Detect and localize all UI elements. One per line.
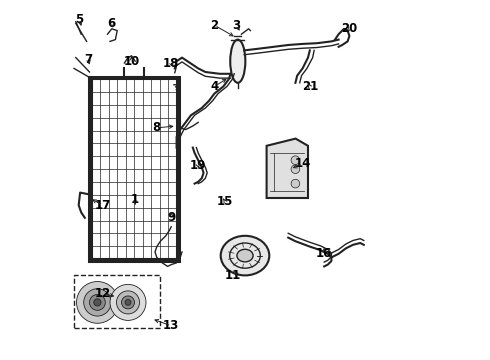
Text: 4: 4 (210, 80, 219, 93)
Text: 6: 6 (108, 17, 116, 30)
Circle shape (117, 291, 140, 314)
Polygon shape (267, 139, 308, 198)
Text: 13: 13 (163, 319, 179, 332)
Circle shape (94, 299, 101, 306)
Circle shape (291, 179, 300, 188)
Text: 17: 17 (95, 199, 111, 212)
Text: 15: 15 (217, 195, 233, 208)
Text: 7: 7 (84, 53, 93, 66)
Ellipse shape (230, 40, 245, 83)
Circle shape (110, 284, 146, 320)
Text: 9: 9 (167, 211, 175, 224)
Bar (92, 79, 176, 259)
Text: 12: 12 (95, 287, 111, 300)
Text: 2: 2 (210, 19, 219, 32)
Text: 18: 18 (163, 57, 179, 69)
Text: 20: 20 (341, 22, 358, 35)
Circle shape (291, 165, 300, 174)
Circle shape (122, 296, 134, 309)
Circle shape (291, 156, 300, 165)
Text: 21: 21 (302, 80, 318, 93)
Text: 19: 19 (190, 159, 206, 172)
Circle shape (76, 282, 118, 323)
Text: 11: 11 (224, 269, 241, 282)
Text: 3: 3 (232, 19, 240, 32)
Text: 16: 16 (316, 247, 332, 260)
Text: 5: 5 (75, 13, 83, 26)
Bar (74, 275, 160, 328)
Text: 14: 14 (294, 157, 311, 170)
Circle shape (84, 289, 111, 316)
Ellipse shape (237, 249, 253, 262)
Text: 1: 1 (131, 193, 139, 206)
Text: 8: 8 (153, 121, 161, 134)
Circle shape (125, 300, 131, 305)
Circle shape (90, 294, 105, 310)
Ellipse shape (220, 236, 270, 275)
Text: 10: 10 (123, 55, 140, 68)
Bar (90, 77, 179, 261)
